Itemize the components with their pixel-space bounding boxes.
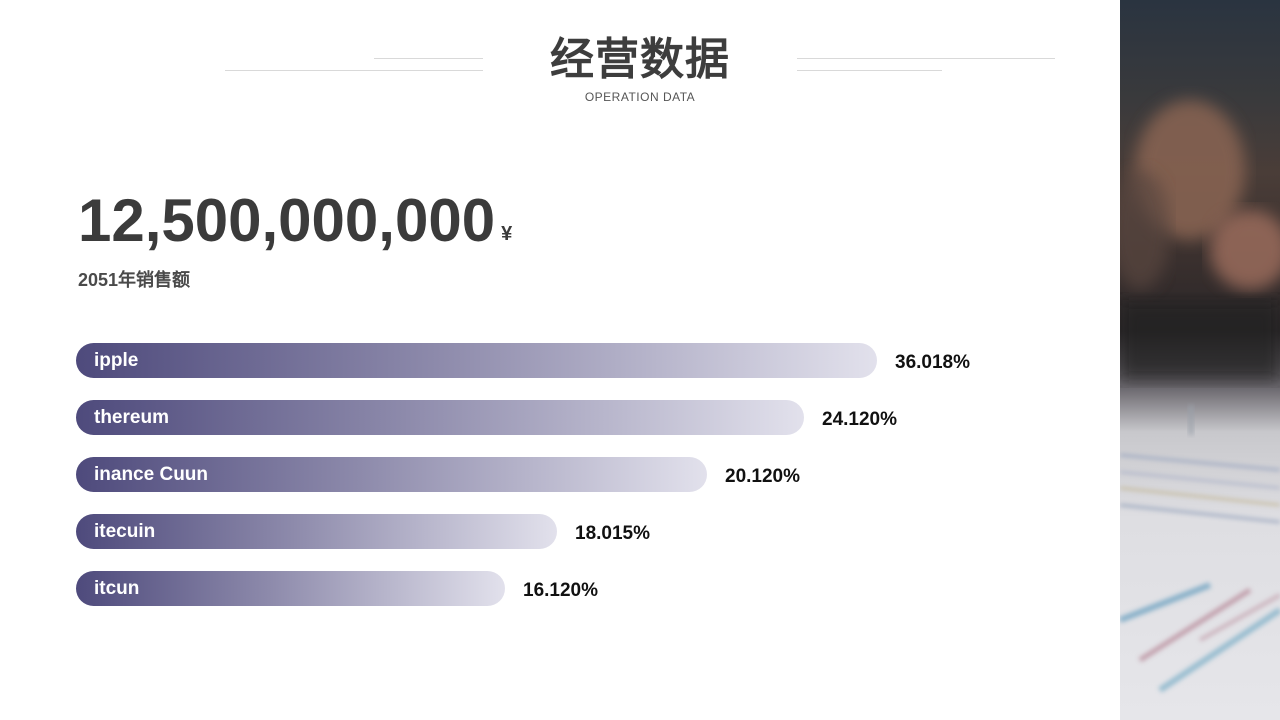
- bar-value-label: 36.018%: [895, 352, 971, 373]
- bar-row: itcun 16.120%: [76, 571, 1076, 606]
- bar: ipple: [76, 343, 877, 378]
- bar-value-label: 18.015%: [575, 523, 651, 544]
- bar: itecuin: [76, 514, 557, 549]
- bar: inance Cuun: [76, 457, 707, 492]
- header-line-right-short: [797, 70, 942, 71]
- header-line-left-short: [374, 58, 483, 59]
- bar-category-label: ipple: [94, 350, 139, 371]
- bar-category-label: itecuin: [94, 521, 156, 542]
- bar: itcun: [76, 571, 505, 606]
- photo-illustration: [1120, 100, 1280, 693]
- bar-row: inance Cuun 20.120%: [76, 457, 1076, 492]
- page-title: 经营数据: [550, 35, 730, 84]
- bar-row: thereum 24.120%: [76, 400, 1076, 435]
- header-line-right-long: [797, 58, 1055, 59]
- page-subtitle: OPERATION DATA: [584, 90, 696, 104]
- bar-chart: ipple 36.018% thereum 24.120% inance Cuun 20.…: [76, 343, 1076, 623]
- bar-row: itecuin 18.015%: [76, 514, 1076, 549]
- header-line-left-long: [225, 70, 483, 71]
- bar: thereum: [76, 400, 804, 435]
- sales-amount: 12,500,000,000: [78, 187, 496, 254]
- bar-category-label: thereum: [94, 407, 169, 428]
- bar-value-label: 16.120%: [523, 580, 599, 601]
- bar-category-label: inance Cuun: [94, 464, 209, 485]
- bar-row: ipple 36.018%: [76, 343, 1076, 378]
- currency-symbol: ¥: [501, 223, 513, 245]
- bar-value-label: 24.120%: [822, 409, 898, 430]
- sales-amount-row: 12,500,000,000 ¥: [78, 188, 512, 254]
- side-photo: [1120, 0, 1280, 720]
- sales-caption: 2051年销售额: [78, 270, 191, 290]
- bar-category-label: itcun: [94, 578, 140, 599]
- bar-value-label: 20.120%: [725, 466, 801, 487]
